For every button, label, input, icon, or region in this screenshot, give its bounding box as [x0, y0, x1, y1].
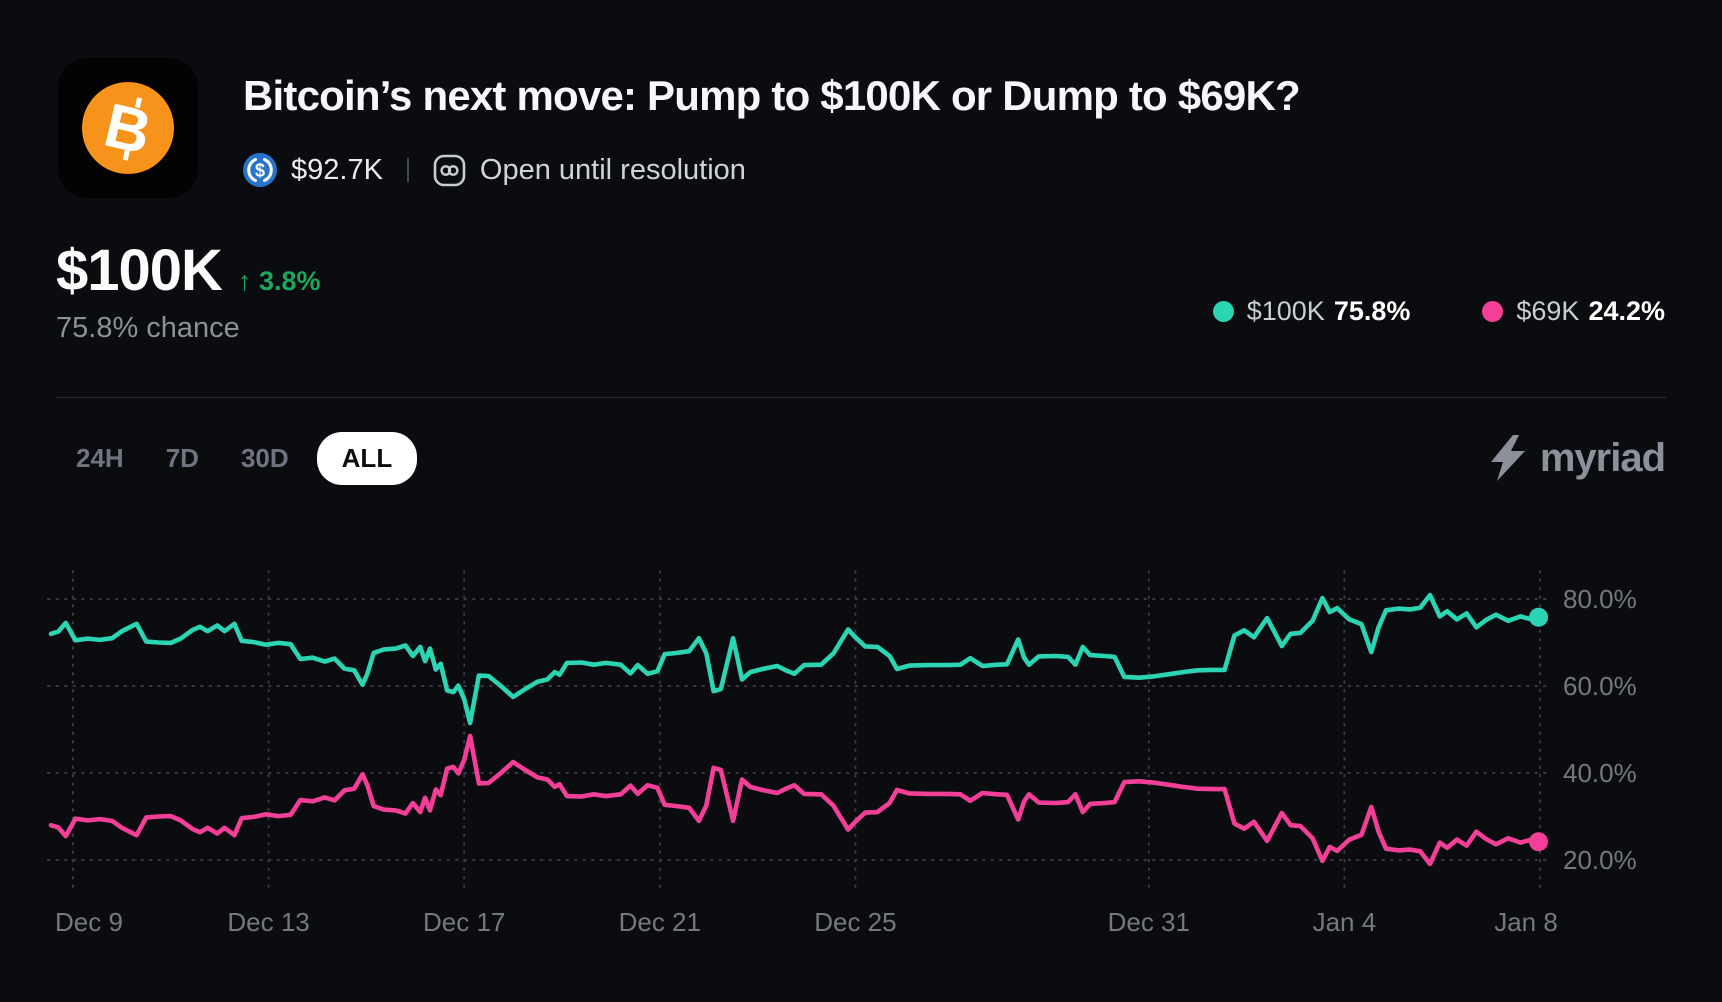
- open-resolution-icon: [433, 154, 466, 186]
- series-end-dot-2: [1529, 832, 1549, 852]
- x-axis-label: Dec 17: [423, 907, 505, 937]
- range-toolbar: 24H 7D 30D ALL: [62, 431, 418, 485]
- bitcoin-icon: B: [82, 82, 174, 174]
- range-button-30d[interactable]: 30D: [227, 433, 303, 484]
- series-line-2: [48, 733, 1541, 867]
- chart-legend: $100K 75.8% $69K 24.2%: [1212, 296, 1665, 327]
- range-button-7d[interactable]: 7D: [152, 433, 213, 484]
- legend-item-69k[interactable]: $69K 24.2%: [1482, 296, 1665, 327]
- legend-label: $100K: [1246, 296, 1325, 326]
- outcome-stat-block: $100K ↑ 3.8% 75.8% chance: [56, 237, 320, 345]
- x-axis-label: Dec 21: [619, 907, 701, 937]
- range-button-24h[interactable]: 24H: [62, 433, 138, 484]
- y-axis-label: 20.0%: [1563, 845, 1637, 875]
- market-meta-row: $ $92.7K Open until resolution: [243, 150, 746, 190]
- myriad-logo-icon: [1490, 435, 1525, 481]
- x-axis-label: Dec 31: [1108, 907, 1190, 937]
- range-button-all[interactable]: ALL: [316, 431, 418, 485]
- x-axis-label: Dec 13: [227, 907, 309, 937]
- x-axis-label: Dec 25: [814, 907, 896, 937]
- legend-dot-teal: [1212, 301, 1234, 322]
- y-axis-label: 60.0%: [1563, 671, 1637, 701]
- y-axis-label: 40.0%: [1563, 758, 1637, 788]
- legend-label: $69K: [1516, 296, 1580, 326]
- page-title: Bitcoin’s next move: Pump to $100K or Du…: [243, 72, 1301, 119]
- legend-item-100k[interactable]: $100K 75.8%: [1212, 296, 1411, 327]
- x-axis-label: Jan 4: [1313, 907, 1377, 937]
- legend-value: 24.2%: [1588, 296, 1665, 326]
- myriad-brand: myriad: [1484, 432, 1666, 484]
- outcome-change: ↑ 3.8%: [237, 266, 321, 296]
- bitcoin-b-glyph: B: [98, 91, 157, 168]
- y-axis-label: 80.0%: [1563, 584, 1637, 614]
- myriad-wordmark: myriad: [1539, 435, 1666, 480]
- volume-value: $92.7K: [291, 153, 383, 186]
- outcome-chance: 75.8% chance: [56, 312, 240, 344]
- x-axis-label: Dec 9: [55, 907, 123, 937]
- usdc-icon: $: [243, 153, 277, 187]
- x-axis-label: Jan 8: [1494, 907, 1558, 937]
- svg-text:$: $: [255, 161, 265, 181]
- section-divider: [56, 397, 1666, 398]
- price-chart[interactable]: 80.0% 60.0% 40.0% 20.0% Dec 9 Dec 13 Dec 17 Dec…: [0, 500, 1722, 945]
- outcome-price: $100K: [56, 238, 223, 303]
- series-end-dot-1: [1529, 607, 1549, 627]
- market-image-tile: B: [58, 58, 198, 198]
- legend-value: 75.8%: [1333, 296, 1411, 326]
- up-arrow-icon: ↑: [237, 266, 259, 296]
- series-line-1: [48, 592, 1541, 726]
- legend-dot-pink: [1482, 301, 1504, 322]
- meta-divider: [406, 158, 409, 182]
- market-status: Open until resolution: [479, 153, 746, 186]
